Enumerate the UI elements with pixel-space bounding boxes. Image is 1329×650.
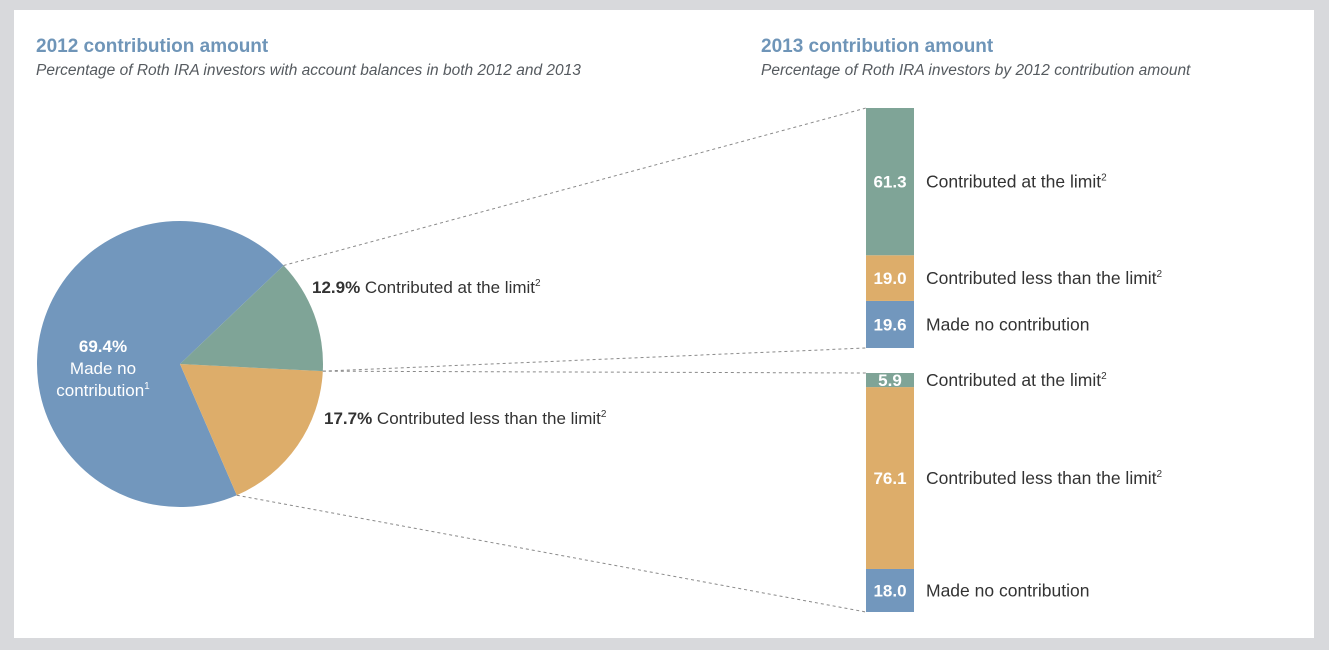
pie-label-line: contribution <box>56 381 144 400</box>
bar1-segment-contributed-at-the-limit <box>866 108 914 256</box>
bar1-value-contributed-less-than-the-limit: 19.0 <box>873 269 906 288</box>
pie-slice-contributed-at-the-limit <box>180 265 324 372</box>
bar2-value-made-no-contribution: 18.0 <box>873 581 906 600</box>
bar1-value-made-no-contribution: 19.6 <box>873 315 906 334</box>
pie-slice-contributed-less-than-the-limit <box>180 364 323 496</box>
bar-label-text: Contributed less than the limit <box>926 268 1157 288</box>
pie-label-contributed-at-limit: 12.9% Contributed at the limit2 <box>312 278 541 297</box>
pie-subtitle: Percentage of Roth IRA investors with ac… <box>36 62 581 79</box>
bar2-segment-made-no-contribution <box>866 568 914 612</box>
pie-value: 69.4% <box>79 337 127 356</box>
bar-label-text: Made no contribution <box>926 314 1089 334</box>
bar-label-text: Contributed at the limit <box>926 370 1101 390</box>
pie-title: 2012 contribution amount <box>36 36 269 57</box>
bars-title: 2013 contribution amount <box>761 36 994 57</box>
bar-label-text: Contributed less than the limit <box>926 468 1157 488</box>
leader-line <box>283 107 867 266</box>
footnote-marker: 1 <box>144 381 150 392</box>
leader-line <box>322 370 867 374</box>
pie-label-made-no-contribution: 69.4% Made no contribution1 <box>56 337 150 400</box>
bar2-segment-contributed-at-the-limit <box>866 373 914 388</box>
bar1-value-contributed-at-the-limit: 61.3 <box>873 173 906 192</box>
pie-label-text: Contributed less than the limit <box>372 409 601 428</box>
leader-line <box>236 494 867 613</box>
pie-label-line: Made no <box>70 359 136 378</box>
bar1-segment-contributed-less-than-the-limit <box>866 255 914 301</box>
bar2-value-contributed-less-than-the-limit: 76.1 <box>873 469 906 488</box>
bar-label-text: Made no contribution <box>926 580 1089 600</box>
bar1-label-contributed-at-the-limit: Contributed at the limit2 <box>926 172 1107 192</box>
bar2-label-contributed-less-than-the-limit: Contributed less than the limit2 <box>926 468 1163 488</box>
footnote-marker: 2 <box>535 278 541 289</box>
bar2-label-made-no-contribution: Made no contribution <box>926 580 1089 600</box>
pie-slice-made-no-contribution <box>37 220 284 507</box>
footnote-marker: 2 <box>601 409 607 420</box>
pie-value: 17.7% <box>324 409 372 428</box>
bars-subtitle: Percentage of Roth IRA investors by 2012… <box>761 62 1191 79</box>
footnote-marker: 2 <box>1101 173 1107 184</box>
pie-value: 12.9% <box>312 278 360 297</box>
bar1-segment-made-no-contribution <box>866 300 914 348</box>
footnote-marker: 2 <box>1157 269 1163 280</box>
pie-label-contributed-less-than-limit: 17.7% Contributed less than the limit2 <box>324 409 607 428</box>
bar1-label-made-no-contribution: Made no contribution <box>926 314 1089 334</box>
bar2-label-contributed-at-the-limit: Contributed at the limit2 <box>926 370 1107 390</box>
bar2-segment-contributed-less-than-the-limit <box>866 387 914 569</box>
bar2-value-contributed-at-the-limit: 5.9 <box>878 371 902 390</box>
footnote-marker: 2 <box>1157 469 1163 480</box>
pie-label-text: Contributed at the limit <box>360 278 535 297</box>
leader-line <box>322 347 867 372</box>
footnote-marker: 2 <box>1101 371 1107 382</box>
bar-label-text: Contributed at the limit <box>926 172 1101 192</box>
bar1-label-contributed-less-than-the-limit: Contributed less than the limit2 <box>926 268 1163 288</box>
